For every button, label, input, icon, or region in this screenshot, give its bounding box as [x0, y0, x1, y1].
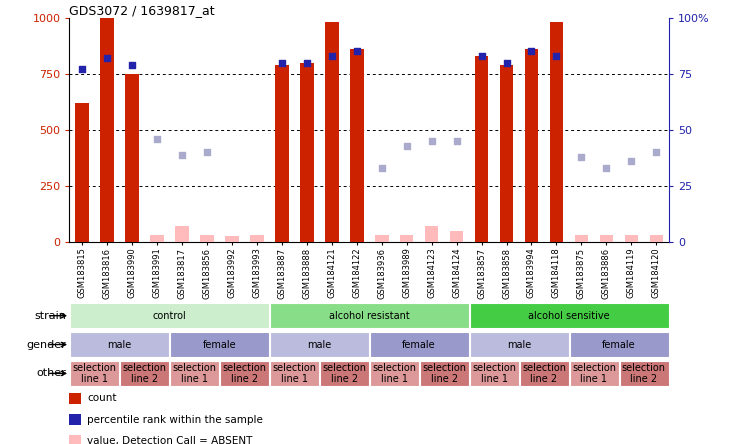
Bar — [570, 361, 619, 386]
Text: alcohol sensitive: alcohol sensitive — [529, 311, 610, 321]
Bar — [70, 361, 119, 386]
Bar — [620, 361, 669, 386]
Text: female: female — [402, 340, 436, 349]
Point — [575, 153, 587, 160]
Bar — [450, 231, 463, 242]
Bar — [270, 332, 369, 357]
Bar — [470, 361, 519, 386]
Text: control: control — [153, 311, 186, 321]
Point — [126, 61, 137, 68]
Point — [651, 149, 662, 156]
Bar — [570, 332, 669, 357]
Point — [201, 149, 213, 156]
Bar — [170, 332, 269, 357]
Bar — [250, 235, 264, 242]
Bar — [70, 303, 269, 328]
Text: selection
line 1: selection line 1 — [472, 363, 516, 384]
Bar — [370, 361, 419, 386]
Point — [151, 135, 163, 143]
Bar — [170, 361, 219, 386]
Bar — [325, 22, 338, 242]
Bar — [470, 303, 669, 328]
Bar — [220, 361, 269, 386]
Text: selection
line 2: selection line 2 — [522, 363, 566, 384]
Text: gender: gender — [27, 340, 67, 349]
Point — [476, 52, 488, 59]
Bar — [375, 235, 388, 242]
Bar — [370, 332, 469, 357]
Point — [276, 59, 287, 66]
Bar — [520, 361, 569, 386]
Text: selection
line 2: selection line 2 — [222, 363, 266, 384]
Bar — [125, 74, 139, 242]
Text: selection
line 1: selection line 1 — [372, 363, 416, 384]
Point — [451, 138, 463, 145]
Text: other: other — [37, 369, 67, 378]
Bar — [550, 22, 564, 242]
Text: male: male — [307, 340, 331, 349]
Bar — [121, 361, 170, 386]
Text: percentile rank within the sample: percentile rank within the sample — [87, 415, 263, 424]
Bar — [400, 235, 414, 242]
Point — [550, 52, 562, 59]
Bar — [350, 49, 363, 242]
Bar — [200, 235, 213, 242]
Text: female: female — [602, 340, 636, 349]
Point — [176, 151, 188, 158]
Text: value, Detection Call = ABSENT: value, Detection Call = ABSENT — [87, 436, 252, 444]
Point — [101, 55, 113, 62]
Bar — [474, 56, 488, 242]
Bar — [420, 361, 469, 386]
Text: alcohol resistant: alcohol resistant — [329, 311, 409, 321]
Bar — [525, 49, 538, 242]
Bar — [225, 236, 238, 242]
Point — [601, 164, 613, 171]
Point — [501, 59, 512, 66]
Text: female: female — [202, 340, 236, 349]
Bar — [100, 18, 114, 242]
Text: GDS3072 / 1639817_at: GDS3072 / 1639817_at — [69, 4, 215, 16]
Bar — [175, 226, 189, 242]
Text: strain: strain — [34, 311, 67, 321]
Text: count: count — [87, 393, 116, 403]
Bar — [75, 103, 88, 242]
Bar — [500, 65, 513, 242]
Point — [425, 138, 437, 145]
Text: selection
line 2: selection line 2 — [622, 363, 666, 384]
Text: selection
line 1: selection line 1 — [72, 363, 116, 384]
Bar — [275, 65, 289, 242]
Bar — [270, 361, 319, 386]
Bar — [599, 235, 613, 242]
Bar — [300, 63, 314, 242]
Text: selection
line 2: selection line 2 — [422, 363, 466, 384]
Bar — [270, 303, 469, 328]
Bar — [150, 235, 164, 242]
Bar — [575, 235, 588, 242]
Bar — [650, 235, 663, 242]
Bar — [70, 332, 170, 357]
Point — [351, 48, 363, 55]
Text: selection
line 1: selection line 1 — [173, 363, 216, 384]
Text: selection
line 2: selection line 2 — [122, 363, 167, 384]
Bar — [425, 226, 439, 242]
Text: selection
line 1: selection line 1 — [572, 363, 616, 384]
Bar — [624, 235, 638, 242]
Text: selection
line 2: selection line 2 — [322, 363, 366, 384]
Point — [326, 52, 338, 59]
Point — [626, 158, 637, 165]
Point — [76, 66, 88, 73]
Point — [401, 142, 412, 149]
Point — [301, 59, 313, 66]
Bar — [470, 332, 569, 357]
Point — [526, 48, 537, 55]
Text: male: male — [107, 340, 132, 349]
Point — [376, 164, 387, 171]
Bar — [320, 361, 369, 386]
Text: selection
line 1: selection line 1 — [272, 363, 317, 384]
Text: male: male — [507, 340, 531, 349]
